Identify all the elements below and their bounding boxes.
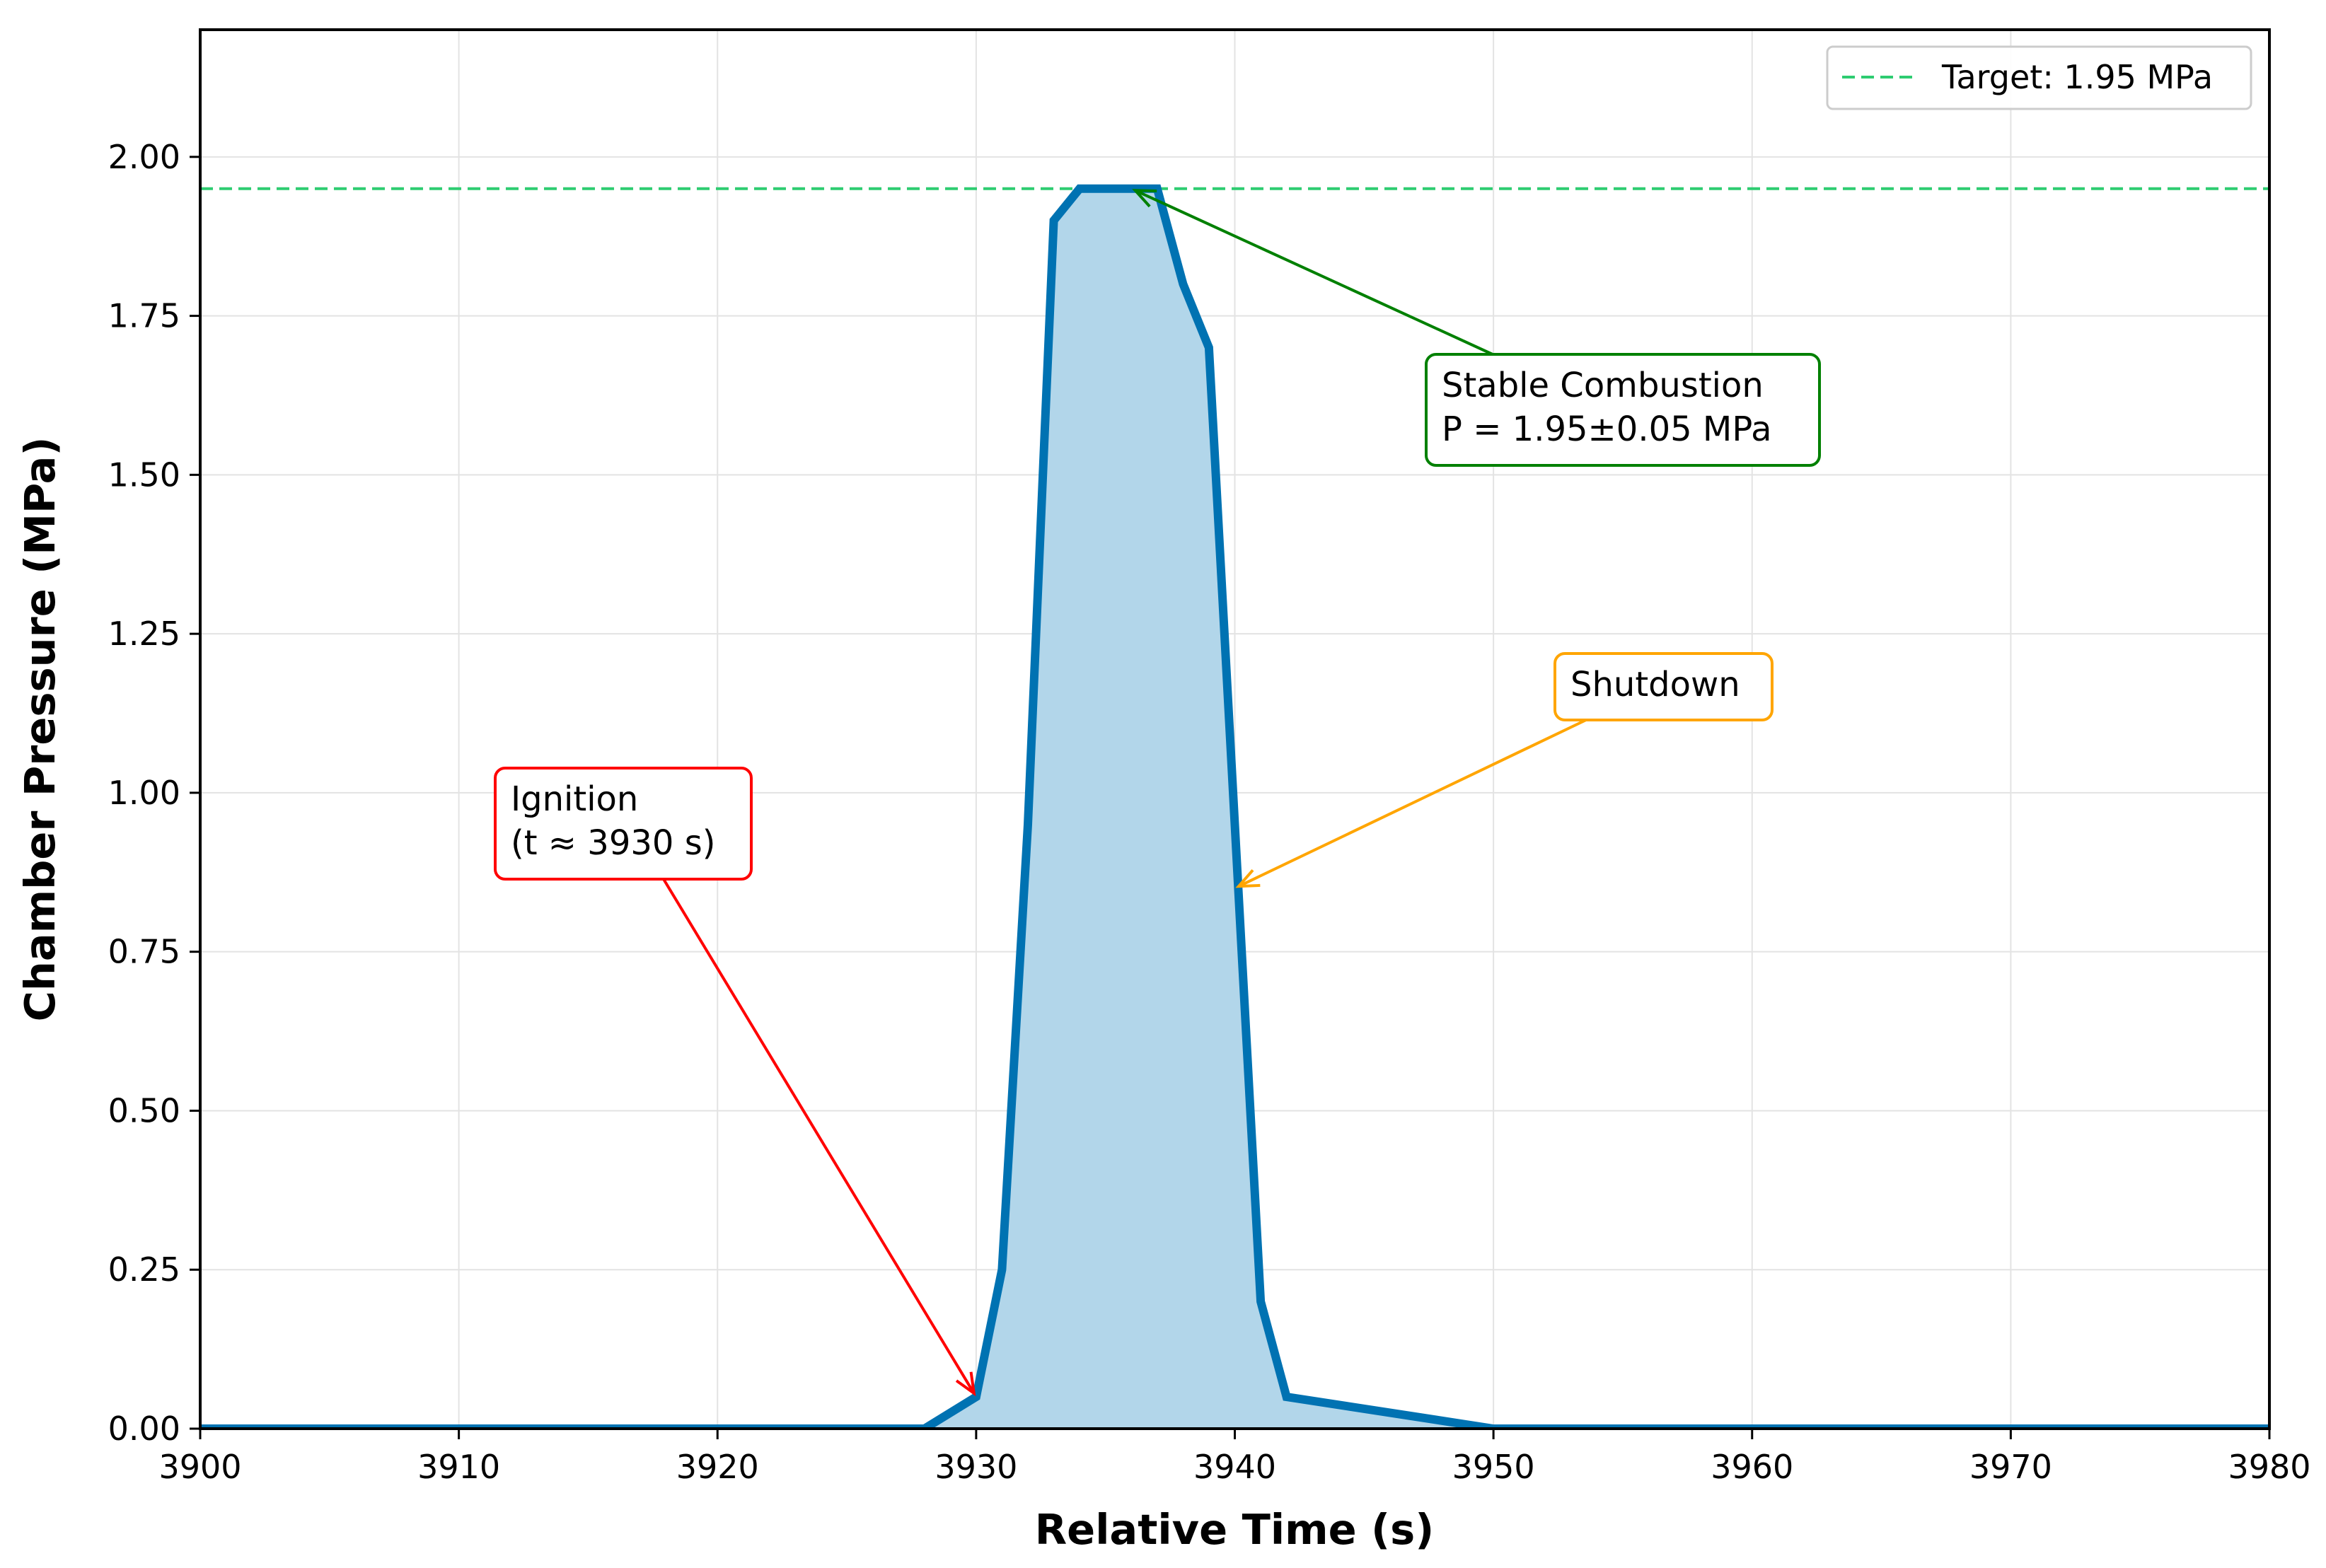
legend: Target: 1.95 MPa: [1826, 45, 2252, 110]
annotation-1: Ignition(t ≈ 3930 s): [494, 767, 976, 1397]
x-tick-label: 3900: [158, 1448, 241, 1486]
plot-area: [200, 184, 2269, 1429]
x-tick-label: 3950: [1452, 1448, 1535, 1486]
annotation-arrow-head: [1132, 189, 1157, 208]
legend-label: Target: 1.95 MPa: [1941, 58, 2213, 96]
annotation-arrow-head: [1235, 869, 1261, 888]
y-tick-label: 0.50: [108, 1091, 180, 1129]
annotation-text: Shutdown: [1570, 665, 1740, 704]
x-tick-label: 3960: [1711, 1448, 1793, 1486]
y-tick-label: 1.25: [108, 615, 180, 653]
annotation-text: P = 1.95±0.05 MPa: [1442, 410, 1772, 449]
y-tick-label: 0.00: [108, 1410, 180, 1448]
legend-box: [1826, 45, 2252, 110]
annotation-text: (t ≈ 3930 s): [511, 823, 715, 863]
annotation-arrow-shaft: [1238, 719, 1587, 888]
y-tick-label: 0.25: [108, 1250, 180, 1289]
x-tick-label: 3910: [417, 1448, 500, 1486]
pressure-area-fill: [200, 188, 2269, 1429]
x-tick-label: 3940: [1193, 1448, 1276, 1486]
x-tick-label: 3980: [2228, 1448, 2310, 1486]
annotation-text: Ignition: [511, 779, 638, 819]
annotation-arrow-shaft: [1134, 189, 1493, 356]
pressure-series-line: [200, 184, 2269, 1429]
annotation-box: [1425, 353, 1821, 467]
x-axis-title: Relative Time (s): [1035, 1505, 1434, 1554]
annotation-arrow-head: [955, 1371, 976, 1397]
x-tick-label: 3970: [1969, 1448, 2052, 1486]
axis-ticks: 3900 3910 3920 3930 3940 3950 3960 3970 3980 0.00…: [108, 138, 2311, 1486]
annotation-3: Shutdown: [1235, 652, 1774, 888]
y-tick-label: 1.00: [108, 774, 180, 812]
x-tick-label: 3920: [676, 1448, 759, 1486]
annotation-arrow-shaft: [662, 878, 976, 1394]
x-tick-label: 3930: [935, 1448, 1017, 1486]
annotation-box: [1553, 652, 1774, 721]
y-axis-title: Chamber Pressure (MPa): [16, 437, 64, 1022]
annotation-box: [494, 767, 753, 881]
annotation-2: Stable Combustion P = 1.95±0.05 MPa: [1132, 189, 1821, 467]
y-tick-label: 0.75: [108, 933, 180, 971]
y-tick-label: 1.75: [108, 297, 180, 335]
y-tick-label: 1.50: [108, 455, 180, 494]
y-tick-label: 2.00: [108, 138, 180, 176]
annotations: Ignition(t ≈ 3930 s) Stable Combustion P =…: [494, 189, 1821, 1397]
annotation-text: Stable Combustion: [1442, 366, 1764, 405]
